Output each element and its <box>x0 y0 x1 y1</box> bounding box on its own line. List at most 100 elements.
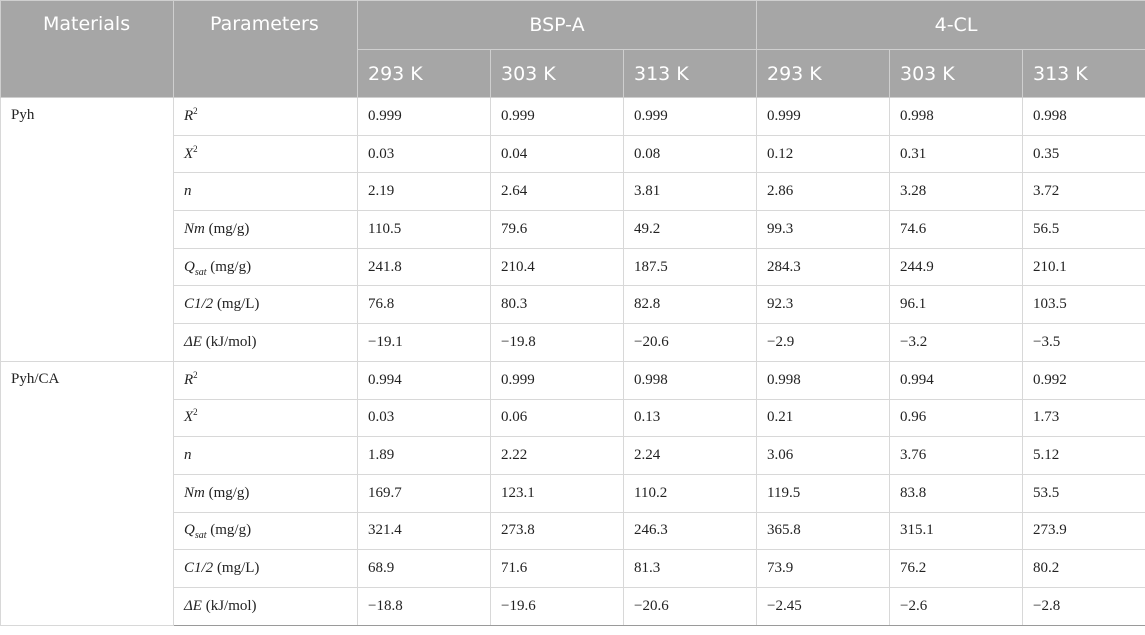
value-cell: 0.994 <box>889 360 1023 400</box>
value-cell: 2.64 <box>490 172 624 212</box>
value-cell: 244.9 <box>889 247 1023 287</box>
parameter-cell: n <box>173 436 358 475</box>
value-cell: 187.5 <box>623 247 757 287</box>
value-cell: 0.06 <box>490 398 624 438</box>
value-cell: −2.6 <box>889 586 1023 626</box>
value-cell: 123.1 <box>490 473 624 513</box>
value-cell: 76.2 <box>889 549 1023 588</box>
table-body: Pyh R2 0.999 0.999 0.999 0.999 0.998 0.998 X2 0.0… <box>0 97 1145 626</box>
parameter-unit: (mg/g) <box>206 258 252 275</box>
value-cell: 0.999 <box>357 97 491 136</box>
value-cell: 110.2 <box>623 473 757 513</box>
table-row: Nm (mg/g) 169.7 123.1 110.2 119.5 83.8 53.5 <box>1 473 1145 513</box>
parameter-cell: X2 <box>173 134 358 174</box>
value-cell: −2.9 <box>756 323 890 362</box>
parameter-cell: ΔE (kJ/mol) <box>173 323 358 362</box>
value-cell: 53.5 <box>1021 473 1145 513</box>
value-cell: 0.992 <box>1021 360 1145 400</box>
parameter-symbol: Nm <box>184 220 205 237</box>
group-header-4-cl: 4-CL <box>755 0 1145 50</box>
value-cell: −2.45 <box>756 586 890 626</box>
value-cell: 1.89 <box>357 436 491 475</box>
value-cell: 0.04 <box>490 134 624 174</box>
parameter-unit: (mg/g) <box>204 484 250 501</box>
parameter-cell: Nm (mg/g) <box>173 210 358 249</box>
value-cell: 83.8 <box>889 473 1023 513</box>
parameter-cell: n <box>173 172 358 212</box>
value-cell: 0.999 <box>756 97 890 136</box>
value-cell: 2.19 <box>357 172 491 212</box>
value-cell: −19.1 <box>357 323 491 362</box>
temp-header: 293 K <box>756 49 890 98</box>
value-cell: 3.81 <box>623 172 757 212</box>
value-cell: 119.5 <box>756 473 890 513</box>
group-header-bsp-a: BSP-A <box>357 0 757 50</box>
table-row: X2 0.03 0.06 0.13 0.21 0.96 1.73 <box>1 398 1145 438</box>
value-cell: 2.24 <box>623 436 757 475</box>
value-cell: 0.998 <box>1021 97 1145 136</box>
value-cell: 3.06 <box>756 436 890 475</box>
value-cell: 96.1 <box>889 285 1023 325</box>
value-cell: 0.999 <box>490 97 624 136</box>
value-cell: 73.9 <box>756 549 890 588</box>
parameter-superscript: 2 <box>193 407 198 418</box>
parameter-unit: (mg/g) <box>204 220 250 237</box>
value-cell: 3.76 <box>889 436 1023 475</box>
parameter-superscript: 2 <box>193 105 198 116</box>
value-cell: 210.4 <box>490 247 624 287</box>
value-cell: 0.999 <box>623 97 757 136</box>
parameter-symbol: ΔE <box>184 333 202 350</box>
materials-header: Materials <box>0 0 174 98</box>
value-cell: 110.5 <box>357 210 491 249</box>
value-cell: 82.8 <box>623 285 757 325</box>
value-cell: 68.9 <box>357 549 491 588</box>
parameter-cell: ΔE (kJ/mol) <box>173 586 358 626</box>
value-cell: −19.6 <box>490 586 624 626</box>
parameter-cell: Qsat (mg/g) <box>173 511 358 551</box>
parameter-unit: (mg/g) <box>206 522 252 539</box>
parameter-symbol: Q <box>184 522 195 539</box>
value-cell: 365.8 <box>756 511 890 551</box>
parameter-subscript: sat <box>194 530 207 542</box>
value-cell: 0.998 <box>756 360 890 400</box>
value-cell: 3.28 <box>889 172 1023 212</box>
value-cell: 0.03 <box>357 398 491 438</box>
value-cell: −18.8 <box>357 586 491 626</box>
value-cell: 315.1 <box>889 511 1023 551</box>
value-cell: 49.2 <box>623 210 757 249</box>
parameter-symbol: X <box>184 145 194 162</box>
value-cell: 80.3 <box>490 285 624 325</box>
value-cell: −19.8 <box>490 323 624 362</box>
parameter-cell: Nm (mg/g) <box>173 473 358 513</box>
parameter-symbol: Nm <box>184 484 205 501</box>
parameter-symbol: Q <box>184 258 195 275</box>
parameter-symbol: X <box>184 409 194 426</box>
table-row: C1/2 (mg/L) 68.9 71.6 81.3 73.9 76.2 80.2 <box>1 549 1145 588</box>
value-cell: 246.3 <box>623 511 757 551</box>
value-cell: 1.73 <box>1021 398 1145 438</box>
parameter-symbol: C1/2 <box>184 560 214 577</box>
parameter-cell: R2 <box>173 360 358 400</box>
value-cell: 0.96 <box>889 398 1023 438</box>
parameter-symbol: n <box>184 447 192 464</box>
value-cell: 80.2 <box>1021 549 1145 588</box>
parameter-symbol: R <box>184 371 194 388</box>
value-cell: 321.4 <box>357 511 491 551</box>
value-cell: 0.31 <box>889 134 1023 174</box>
value-cell: 56.5 <box>1021 210 1145 249</box>
value-cell: 0.998 <box>889 97 1023 136</box>
parameter-symbol: C1/2 <box>184 296 214 313</box>
value-cell: 0.13 <box>623 398 757 438</box>
value-cell: 92.3 <box>756 285 890 325</box>
parameter-superscript: 2 <box>193 369 198 380</box>
value-cell: 103.5 <box>1021 285 1145 325</box>
value-cell: 0.35 <box>1021 134 1145 174</box>
value-cell: 0.999 <box>490 360 624 400</box>
value-cell: 0.12 <box>756 134 890 174</box>
value-cell: 2.86 <box>756 172 890 212</box>
value-cell: 3.72 <box>1021 172 1145 212</box>
table-row: Pyh R2 0.999 0.999 0.999 0.999 0.998 0.998 <box>0 97 1145 362</box>
value-cell: 273.8 <box>490 511 624 551</box>
parameter-superscript: 2 <box>193 143 198 154</box>
